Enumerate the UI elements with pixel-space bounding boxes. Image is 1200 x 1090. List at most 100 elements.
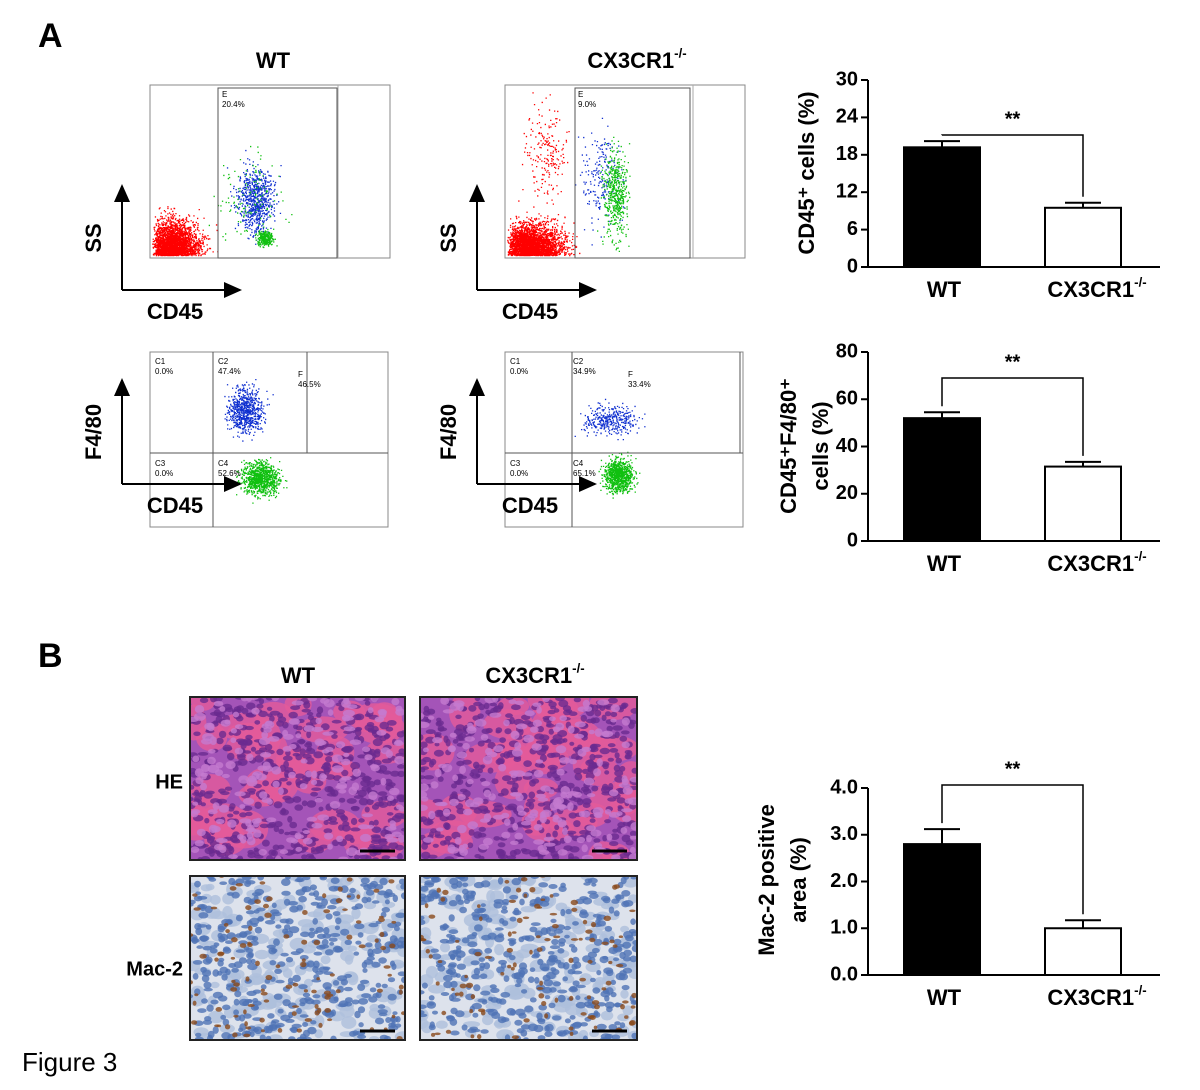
cell <box>565 908 572 915</box>
cell <box>343 716 355 721</box>
cell <box>197 752 209 756</box>
cell <box>450 1030 460 1036</box>
scatter-dots <box>574 398 646 441</box>
axis-label: SS <box>436 223 461 252</box>
cell <box>573 820 581 828</box>
cell <box>421 842 428 850</box>
cell <box>606 833 613 841</box>
cell <box>336 835 344 842</box>
cell <box>321 749 330 754</box>
scatter-dots <box>518 92 570 217</box>
cell <box>456 880 463 888</box>
cell <box>358 824 370 830</box>
cell <box>462 759 472 765</box>
cell <box>385 750 393 759</box>
cell <box>443 974 453 982</box>
cell <box>378 769 385 774</box>
cell <box>431 953 442 960</box>
cell <box>575 984 586 989</box>
scatter-dots <box>507 211 581 257</box>
cell <box>491 1011 501 1020</box>
cell <box>346 934 353 940</box>
cell <box>471 973 481 980</box>
cell <box>234 724 244 730</box>
cell <box>478 703 486 711</box>
cell <box>544 1025 550 1032</box>
cell <box>235 883 243 887</box>
cell <box>364 806 370 813</box>
cell <box>599 747 610 755</box>
panel-label: A <box>38 17 63 55</box>
cell <box>247 942 253 948</box>
cell <box>357 1006 366 1014</box>
cell <box>283 733 294 740</box>
cell <box>280 952 289 957</box>
x-tick-label: CX3CR1-/- <box>1047 549 1146 576</box>
cell <box>509 916 517 922</box>
cell <box>383 891 390 899</box>
cell <box>306 800 317 808</box>
cell <box>335 917 342 925</box>
cell <box>362 813 373 818</box>
cell <box>302 992 311 998</box>
gate-percent: 33.4% <box>628 380 651 389</box>
cell <box>604 995 610 1002</box>
cell <box>530 922 541 926</box>
cell <box>211 825 221 833</box>
cell <box>523 893 528 898</box>
cell <box>394 755 405 765</box>
cell <box>479 916 483 922</box>
cell <box>203 981 212 989</box>
cell <box>420 915 425 920</box>
cell <box>325 774 336 780</box>
cell <box>361 961 368 969</box>
cell <box>585 962 601 973</box>
cell <box>581 746 591 753</box>
cell <box>451 987 455 992</box>
cell <box>520 820 532 826</box>
cell <box>596 970 602 976</box>
cell <box>629 955 637 963</box>
cell <box>631 1032 637 1040</box>
cell <box>422 747 429 753</box>
cell <box>608 1023 618 1031</box>
cell <box>250 958 256 964</box>
cell <box>597 699 610 706</box>
cell <box>630 822 637 831</box>
cell <box>430 781 439 789</box>
cell <box>508 939 515 947</box>
cell <box>420 767 426 773</box>
cell <box>590 977 596 983</box>
cell <box>206 833 212 841</box>
cell <box>617 787 624 794</box>
cell <box>339 777 347 784</box>
cell <box>224 786 233 791</box>
cell <box>435 1020 448 1029</box>
cell <box>306 816 318 822</box>
cell <box>589 818 596 823</box>
cell <box>462 742 470 750</box>
cell <box>480 990 491 996</box>
cell <box>474 951 482 957</box>
cell <box>223 746 233 751</box>
cell <box>311 787 322 791</box>
cell <box>512 823 519 831</box>
cell <box>349 739 362 745</box>
cell <box>273 801 283 809</box>
y-tick-label: 40 <box>836 435 858 457</box>
cell <box>470 994 476 1000</box>
cell <box>520 906 537 913</box>
cell <box>306 730 312 739</box>
cell <box>389 820 396 827</box>
scatter-dots <box>254 228 278 249</box>
cell <box>320 765 330 770</box>
cell <box>467 842 474 849</box>
cell <box>218 730 227 739</box>
cell <box>518 936 525 943</box>
cell <box>485 917 493 923</box>
cell <box>594 709 602 717</box>
cell <box>379 931 385 938</box>
cell <box>562 738 568 743</box>
cell <box>622 941 632 949</box>
